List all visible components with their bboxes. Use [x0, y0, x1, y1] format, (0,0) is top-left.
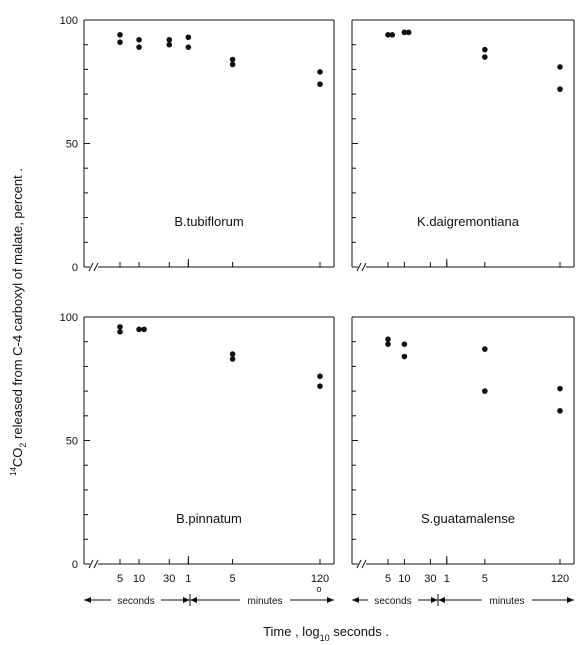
- panel-4-x-tick-label-60: 1: [444, 573, 450, 585]
- x-axis-title-end: seconds .: [330, 624, 389, 639]
- y-axis-title-prefix: 14: [9, 467, 18, 476]
- panel-2-data-point-3: [401, 29, 408, 36]
- panel-3-x-tick-label-10: 10: [133, 573, 145, 585]
- panel-1-data-point-11: [317, 69, 323, 75]
- panel-2-data-point-6: [482, 54, 488, 60]
- seconds-range-label-left: seconds: [117, 596, 154, 607]
- panel-4-data-point-5: [482, 346, 488, 352]
- panel-1-y-tick-label-50: 50: [66, 139, 78, 151]
- panel-4-x-tick-label-30: 30: [424, 573, 436, 585]
- panel-2-break-mark-a: [356, 262, 362, 272]
- panel-2-data-point-1: [385, 32, 391, 38]
- panel-2-data-point-4: [405, 29, 412, 36]
- panel-2-title: K.daigremontiana: [417, 214, 520, 229]
- seconds-range-label-right: seconds: [374, 596, 411, 607]
- y-axis-title-sub: 2: [18, 443, 28, 448]
- panel-4-break-mark-a: [356, 559, 362, 569]
- panel-3-x-tick-label-5: 5: [117, 573, 123, 585]
- panel-1-data-point-4: [136, 44, 142, 50]
- panel-3-data-point-2: [117, 329, 123, 335]
- panel-4-x-tick-label-7200: 120: [551, 573, 569, 585]
- panel-3-y-tick-label-0: 0: [72, 559, 78, 571]
- panel-4-data-point-3: [401, 341, 408, 347]
- range-brackets-right: seconds minutes: [352, 593, 574, 607]
- panel-4-x-tick-label-5: 5: [385, 573, 391, 585]
- panel-2-break-gap: [358, 264, 366, 270]
- panel-4-data-point-2: [385, 341, 391, 347]
- panel-3-data-point-3: [136, 326, 142, 333]
- y-axis-title-rest: released from C-4 carboxyl of malate, pe…: [10, 168, 25, 443]
- panel-1: 0 50 100 B.tubiflorum: [60, 15, 335, 274]
- y-axis-title: 14CO2 released from C-4 carboxyl of mala…: [9, 168, 28, 476]
- panel-4-break-mark-b: [361, 559, 367, 569]
- panel-1-data-point-1: [117, 32, 123, 38]
- panel-3-data-point-8: [317, 383, 323, 389]
- minutes-range-label-left: minutes: [247, 596, 282, 607]
- panel-4-title: S.guatamalense: [421, 511, 515, 526]
- panel-1-break-gap: [90, 264, 98, 270]
- panel-4-x-tick-label-10: 10: [398, 573, 410, 585]
- panel-2-data-point-7: [557, 64, 563, 70]
- panel-3-title: B.pinnatum: [176, 511, 242, 526]
- panel-3-x-tick-label-300: 5: [230, 573, 236, 585]
- panel-3-break-gap: [90, 561, 98, 567]
- panel-1-data-point-12: [317, 81, 323, 88]
- panel-3-data-point-6: [229, 356, 236, 362]
- panel-3-data-point-1: [117, 324, 123, 330]
- panel-1-data-point-6: [166, 41, 173, 48]
- panel-4-x-tick-label-300: 5: [482, 573, 488, 585]
- panel-3-data-point-5: [229, 351, 236, 357]
- panel-4-data-point-4: [401, 353, 408, 360]
- panel-1-data-point-7: [185, 34, 192, 41]
- panel-1-data-point-10: [229, 61, 236, 68]
- panel-3: 0 50 100 5 10 30 1 5 120 B.pinnatum: [60, 312, 335, 585]
- panel-2: K.daigremontiana: [351, 19, 575, 272]
- panel-3-break-mark-b: [93, 559, 99, 569]
- panel-3-x-tick-label-7200: 120: [311, 573, 329, 585]
- panel-1-data-point-8: [185, 44, 192, 50]
- panel-1-data-point-2: [117, 39, 123, 46]
- panel-3-data-point-4: [141, 326, 147, 333]
- panel-1-break-mark-a: [88, 262, 94, 272]
- panel-3-data-point-7: [317, 373, 323, 380]
- panel-3-y-tick-label-50: 50: [66, 436, 78, 448]
- panel-4: 5 10 30 1 5 120 S.guatamalense: [351, 316, 575, 585]
- panel-1-data-point-9: [229, 56, 236, 63]
- panel-4-data-point-1: [385, 336, 391, 343]
- zero-marker: o: [316, 584, 321, 594]
- panel-3-x-tick-label-30: 30: [163, 573, 175, 585]
- range-brackets-left: seconds minutes: [84, 593, 334, 607]
- panel-2-data-point-2: [389, 32, 396, 38]
- panel-1-data-point-3: [136, 36, 142, 43]
- x-axis-title-start: Time , log: [263, 624, 320, 639]
- panel-1-data-point-5: [166, 36, 173, 43]
- y-axis-title-co: CO: [10, 448, 25, 468]
- x-axis-title: Time , log10 seconds .: [263, 624, 389, 643]
- panel-2-data-point-5: [482, 46, 488, 53]
- panel-3-break-mark-a: [88, 559, 94, 569]
- panel-2-data-point-8: [557, 86, 563, 92]
- panel-4-data-point-6: [482, 388, 488, 394]
- panel-2-break-mark-b: [361, 262, 367, 272]
- panel-3-x-tick-label-60: 1: [185, 573, 191, 585]
- panel-1-y-tick-label-100: 100: [60, 15, 78, 27]
- panel-4-break-gap: [358, 561, 366, 567]
- minutes-range-label-right: minutes: [489, 596, 524, 607]
- panel-1-title: B.tubiflorum: [174, 214, 243, 229]
- x-axis-title-sub: 10: [320, 633, 330, 643]
- panel-3-y-tick-label-100: 100: [60, 312, 78, 324]
- panel-1-y-tick-label-0: 0: [72, 262, 78, 274]
- panel-1-break-mark-b: [93, 262, 99, 272]
- panel-4-data-point-8: [557, 408, 563, 414]
- panel-4-data-point-7: [557, 385, 563, 392]
